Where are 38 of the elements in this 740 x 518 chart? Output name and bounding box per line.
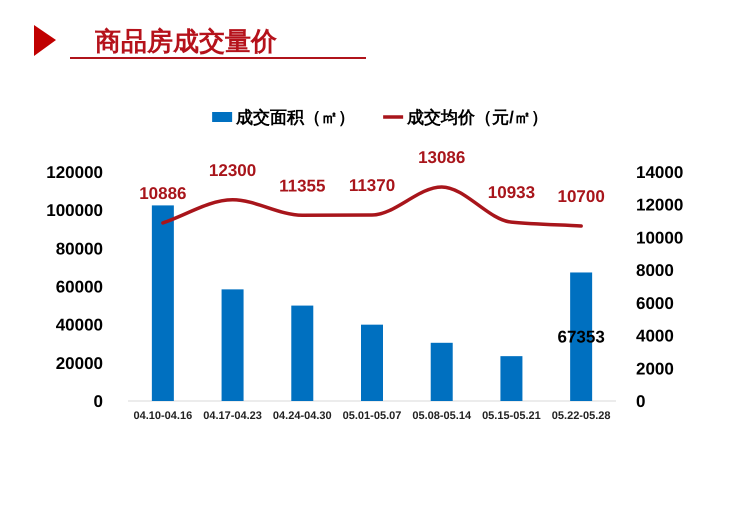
y-tick-label: 100000 [46, 201, 103, 220]
y2-tick-label: 6000 [636, 294, 674, 313]
bar [430, 342, 453, 401]
data-label: 10933 [488, 183, 536, 202]
bar [291, 306, 314, 401]
data-label: 11355 [279, 176, 326, 196]
x-tick-label: 05.01-05.07 [342, 410, 402, 422]
y2-tick-label: 14000 [636, 163, 684, 182]
data-label: 13086 [418, 148, 466, 167]
y2-tick-label: 4000 [636, 326, 674, 346]
x-tick-label: 04.10-04.16 [134, 410, 192, 422]
x-tick-label: 05.15-05.21 [482, 410, 541, 422]
y-tick-label: 40000 [56, 316, 103, 335]
chart-title: 商品房成交量价 [94, 26, 278, 56]
legend-label: 成交均价（元/㎡） [406, 108, 548, 127]
bar [500, 356, 522, 401]
data-label: 11370 [348, 176, 396, 196]
data-label: 12300 [208, 160, 256, 180]
data-label: 10700 [558, 186, 605, 206]
y-tick-label: 80000 [56, 239, 103, 258]
x-tick-label: 04.24-04.30 [272, 410, 332, 422]
legend-label: 成交面积（㎡） [235, 108, 356, 127]
y-tick-label: 20000 [56, 354, 103, 373]
y2-tick-label: 12000 [636, 196, 684, 215]
bar [152, 205, 174, 401]
y2-tick-label: 0 [636, 392, 646, 411]
bar [222, 289, 244, 401]
x-tick-label: 05.22-05.28 [552, 410, 610, 422]
x-tick-label: 04.17-04.23 [203, 410, 262, 422]
y2-tick-label: 10000 [636, 228, 684, 248]
y-tick-label: 0 [94, 392, 103, 411]
data-label: 10886 [139, 184, 186, 203]
y-tick-label: 60000 [56, 278, 103, 296]
y-tick-label: 120000 [46, 163, 103, 182]
y2-tick-label: 2000 [636, 359, 674, 378]
y2-tick-label: 8000 [636, 261, 674, 280]
x-tick-label: 05.08-05.14 [412, 410, 472, 422]
bar [361, 324, 383, 401]
